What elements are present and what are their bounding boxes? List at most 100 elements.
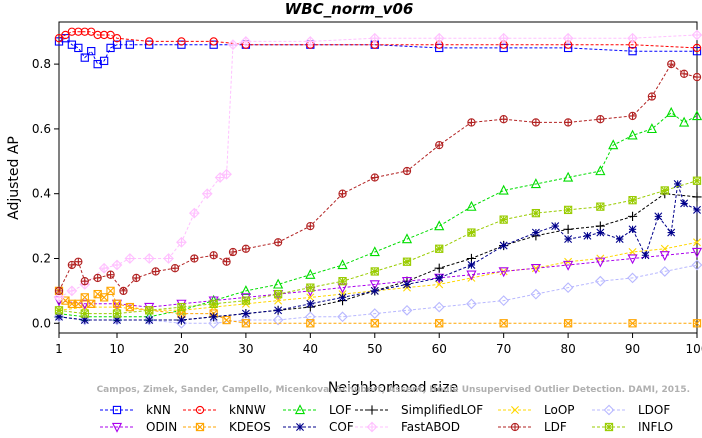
data-point: [627, 254, 638, 265]
legend: kNN kNNW LOF SimplifiedLOF LoOP LDOF ODIN KDEOS…: [100, 403, 673, 434]
y-tick-label: 0.4: [32, 187, 51, 201]
data-point: [111, 259, 123, 271]
legend-item-loop: LoOP: [498, 403, 575, 417]
data-point: [304, 36, 316, 47]
data-point: [692, 176, 702, 185]
data-point: [170, 264, 180, 273]
data-point: [132, 273, 141, 283]
data-point: [680, 199, 689, 208]
data-point: [53, 311, 65, 323]
data-point: [691, 29, 702, 41]
legend-label: LOF: [329, 403, 352, 417]
data-point: [188, 207, 200, 219]
data-point: [338, 189, 347, 198]
series-line: [58, 31, 698, 49]
legend-label: FastABOD: [401, 420, 460, 434]
data-point: [241, 296, 251, 305]
data-point: [673, 179, 682, 188]
data-point: [435, 244, 444, 253]
data-point: [659, 251, 670, 262]
data-point: [659, 266, 671, 277]
data-point: [628, 225, 637, 234]
data-point: [499, 115, 508, 124]
data-point: [80, 309, 89, 318]
legend-item-cof: COF: [283, 420, 354, 434]
data-point: [273, 289, 283, 299]
data-point: [74, 27, 83, 36]
data-point: [433, 301, 445, 313]
data-point: [240, 285, 251, 296]
data-point: [145, 37, 154, 46]
data-point: [209, 299, 218, 308]
data-point: [615, 235, 624, 244]
data-point: [551, 222, 560, 231]
series-cof: [55, 179, 701, 325]
legend-marker: [111, 422, 123, 433]
legend-marker: [367, 405, 377, 415]
data-point: [660, 186, 669, 195]
data-point: [435, 273, 444, 282]
data-point: [143, 253, 155, 264]
legend-label: KDEOS: [229, 420, 271, 434]
data-point: [595, 165, 606, 176]
data-point: [176, 317, 187, 329]
data-point: [80, 27, 89, 36]
data-point: [61, 30, 70, 40]
series-line: [58, 37, 697, 65]
data-point: [641, 251, 650, 260]
data-point: [306, 221, 315, 231]
data-point: [54, 306, 64, 315]
data-point: [435, 43, 444, 53]
series-kdeos: [54, 286, 702, 328]
data-point: [241, 319, 251, 328]
data-point: [499, 43, 508, 53]
data-point: [273, 278, 284, 289]
data-point: [222, 257, 231, 266]
x-tick-label: 10: [109, 342, 124, 356]
data-point: [306, 293, 315, 302]
series-fastabod: [53, 29, 702, 303]
data-point: [667, 228, 676, 237]
series-ldof: [53, 259, 702, 329]
data-point: [530, 288, 542, 300]
data-point: [563, 319, 573, 328]
legend-label: LDF: [544, 420, 567, 434]
data-point: [595, 257, 606, 268]
data-point: [692, 192, 702, 202]
x-tick-label: 50: [367, 342, 382, 356]
series-line: [58, 34, 698, 298]
data-point: [596, 202, 605, 211]
data-point: [628, 196, 637, 205]
legend-marker: [195, 405, 205, 415]
legend-item-knn: kNN: [100, 403, 171, 417]
series-loop: [55, 238, 701, 315]
data-point: [692, 72, 702, 82]
x-tick-label: 30: [238, 342, 253, 356]
data-point: [306, 319, 315, 328]
data-point: [274, 306, 283, 315]
legend-item-ldf: LDF: [498, 420, 567, 434]
data-point: [596, 228, 605, 237]
data-point: [112, 299, 122, 308]
data-point: [306, 283, 315, 292]
data-point: [691, 110, 702, 121]
data-point: [177, 302, 186, 312]
data-point: [190, 254, 199, 263]
legend-marker: [604, 422, 614, 432]
data-point: [273, 238, 283, 247]
legend-marker: [511, 406, 519, 414]
data-point: [145, 306, 154, 315]
legend-label: LDOF: [638, 403, 670, 417]
data-point: [93, 273, 102, 283]
data-point: [227, 39, 239, 51]
data-point: [151, 267, 160, 276]
data-point: [163, 253, 174, 264]
data-point: [106, 286, 115, 296]
legend-item-ldof: LDOF: [592, 403, 670, 417]
legend-label: ODIN: [146, 420, 177, 434]
legend-marker: [112, 405, 122, 415]
data-point: [646, 123, 657, 134]
data-point: [67, 27, 77, 36]
legend-marker: [296, 423, 304, 431]
